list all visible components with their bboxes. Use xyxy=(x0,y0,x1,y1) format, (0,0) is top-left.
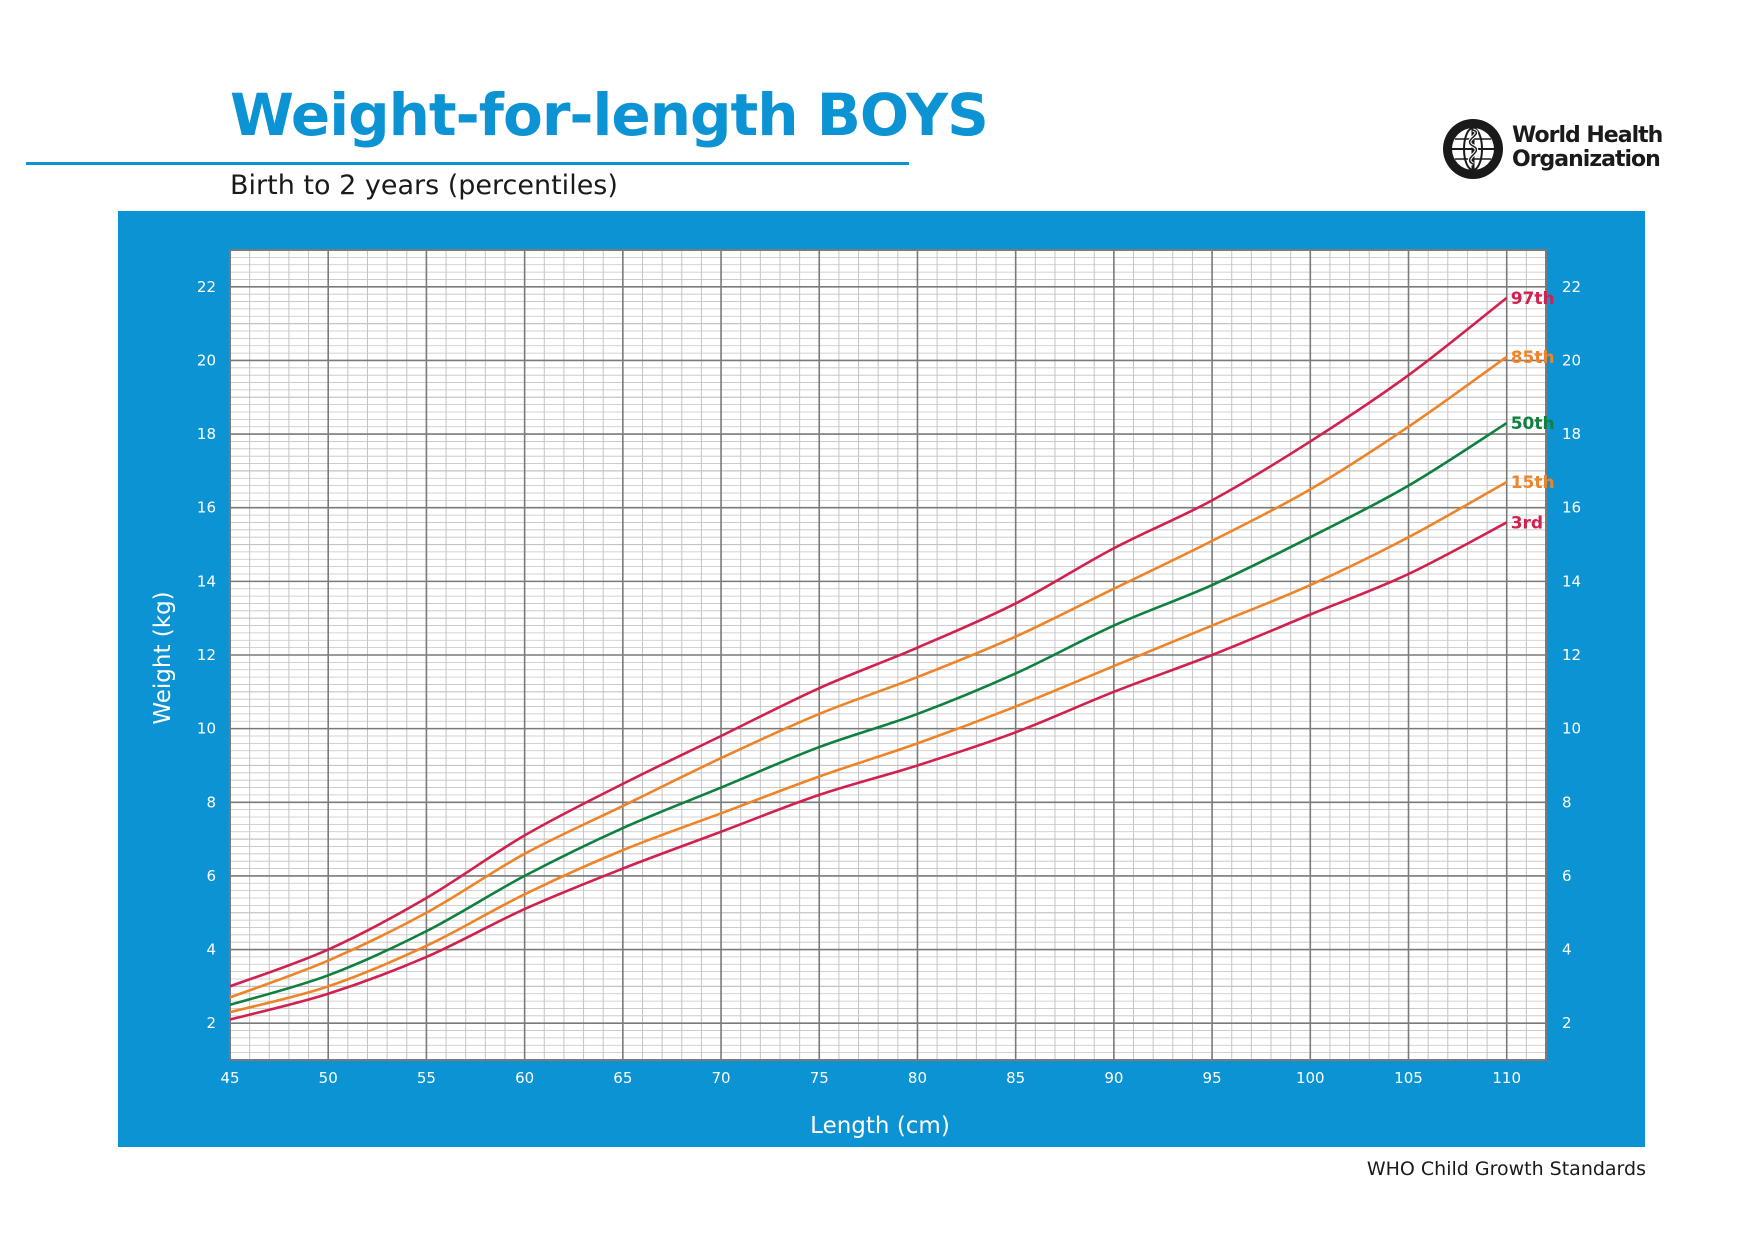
x-tick-label: 55 xyxy=(417,1069,436,1087)
x-tick-label: 65 xyxy=(613,1069,632,1087)
series-line-85th xyxy=(229,355,1508,999)
x-tick-label: 110 xyxy=(1492,1069,1521,1087)
series-label-85th: 85th xyxy=(1511,348,1555,368)
who-logo: World Health Organization xyxy=(1440,116,1663,182)
y-tick-label-right: 10 xyxy=(1562,720,1581,738)
page-subtitle: Birth to 2 years (percentiles) xyxy=(230,170,618,201)
y-tick-label-left: 2 xyxy=(206,1014,216,1032)
y-tick-label-right: 6 xyxy=(1562,867,1572,885)
y-tick-label-left: 8 xyxy=(206,793,216,811)
series-line-3rd xyxy=(229,521,1508,1021)
y-axis-label: Weight (kg) xyxy=(150,591,176,724)
y-tick-label-left: 4 xyxy=(206,941,216,959)
y-tick-labels-right: 2 4 6 8 10 12 14 16 18 20 22 xyxy=(1562,278,1581,1032)
who-logo-line-1: World Health xyxy=(1512,123,1663,148)
y-tick-label-right: 2 xyxy=(1562,1014,1572,1032)
y-tick-label-left: 16 xyxy=(197,499,216,517)
y-tick-label-left: 20 xyxy=(197,351,216,369)
x-tick-label: 50 xyxy=(319,1069,338,1087)
series-label-97th: 97th xyxy=(1511,289,1555,309)
who-emblem-icon xyxy=(1443,119,1503,179)
x-tick-labels: 45 50 55 60 65 70 75 80 85 90 95 100 105 110 xyxy=(220,1069,1521,1087)
y-tick-label-left: 10 xyxy=(197,720,216,738)
who-logo-line-2: Organization xyxy=(1512,147,1661,172)
y-tick-label-right: 18 xyxy=(1562,425,1581,443)
grid-major-lines xyxy=(229,250,1546,1060)
series-label-3rd: 3rd xyxy=(1511,513,1543,533)
y-tick-label-left: 18 xyxy=(197,425,216,443)
y-tick-labels-left: 2 4 6 8 10 12 14 16 18 20 22 xyxy=(197,278,216,1032)
y-tick-label-right: 22 xyxy=(1562,278,1581,296)
x-tick-label: 75 xyxy=(810,1069,829,1087)
y-tick-label-right: 8 xyxy=(1562,793,1572,811)
x-tick-label: 60 xyxy=(515,1069,534,1087)
y-tick-label-left: 22 xyxy=(197,278,216,296)
y-tick-label-right: 14 xyxy=(1562,572,1581,590)
x-tick-label: 45 xyxy=(220,1069,239,1087)
x-tick-label: 85 xyxy=(1006,1069,1025,1087)
series-line-97th xyxy=(229,296,1508,988)
series-line-50th xyxy=(229,421,1508,1007)
x-tick-label: 105 xyxy=(1394,1069,1423,1087)
series-label-15th: 15th xyxy=(1511,473,1555,493)
x-tick-label: 70 xyxy=(711,1069,730,1087)
series-label-50th: 50th xyxy=(1511,414,1555,434)
percentile-labels: 97th 85th 50th 15th 3rd xyxy=(1511,289,1555,534)
page-title: Weight-for-length BOYS xyxy=(230,81,989,149)
who-logo-text: World Health Organization xyxy=(1512,123,1663,172)
y-tick-label-right: 12 xyxy=(1562,646,1581,664)
y-tick-label-left: 12 xyxy=(197,646,216,664)
y-tick-label-right: 20 xyxy=(1562,351,1581,369)
x-tick-label: 95 xyxy=(1203,1069,1222,1087)
footer-source: WHO Child Growth Standards xyxy=(1366,1158,1646,1180)
y-tick-label-left: 14 xyxy=(197,572,216,590)
percentile-lines xyxy=(229,296,1508,1021)
title-underline xyxy=(26,162,909,165)
x-tick-label: 80 xyxy=(908,1069,927,1087)
x-tick-label: 100 xyxy=(1296,1069,1325,1087)
y-tick-label-left: 6 xyxy=(206,867,216,885)
x-tick-label: 90 xyxy=(1104,1069,1123,1087)
series-line-15th xyxy=(229,480,1508,1014)
plot-border xyxy=(229,249,1547,1061)
x-axis-label: Length (cm) xyxy=(810,1113,950,1139)
y-tick-label-right: 16 xyxy=(1562,499,1581,517)
y-tick-label-right: 4 xyxy=(1562,941,1572,959)
